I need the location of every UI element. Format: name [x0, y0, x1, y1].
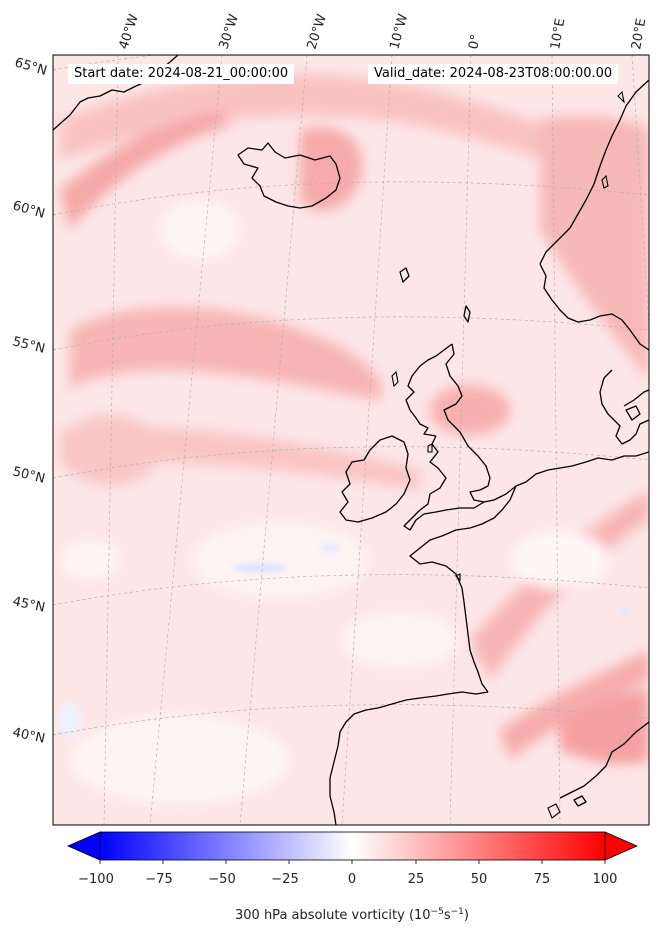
colorbar: −100 −75 −50 −25 0 25 50 75 100 300 hPa … — [67, 831, 638, 923]
blue-patch-3 — [620, 608, 630, 616]
shetland — [463, 305, 471, 323]
light-area-2 — [190, 520, 370, 600]
meridian-20e — [631, 55, 649, 334]
vorticity-iberia — [560, 690, 649, 765]
lat-label-50n: 50°N — [11, 464, 46, 486]
france-west-coast — [409, 485, 517, 693]
parallel-55n — [53, 316, 649, 351]
map-panel — [53, 55, 649, 825]
blue-patch-4 — [58, 702, 82, 738]
lon-label-10w: 10°W — [387, 12, 411, 51]
colorbar-ticks — [99, 860, 606, 864]
vorticity-iceland — [300, 127, 362, 211]
lon-label-0: 0° — [466, 33, 484, 51]
lat-label-40n: 40°N — [11, 725, 46, 746]
norway-coast — [539, 79, 649, 351]
lon-label-20w: 20°W — [305, 12, 330, 51]
colorbar-extend-max — [604, 831, 638, 861]
cb-tick-label-75: 75 — [534, 872, 551, 887]
cb-tick-label-100: 100 — [593, 872, 618, 887]
cb-tick-label-25: 25 — [408, 872, 425, 887]
lon-label-40w: 40°W — [117, 12, 142, 51]
isle-of-man — [427, 443, 433, 453]
colorbar-label: 300 hPa absolute vorticity (10−5s−1) — [235, 907, 469, 923]
scotland-coast — [405, 343, 453, 437]
meridian-40w — [103, 55, 119, 825]
start-date-label: Start date: 2024-08-21_00:00:00 — [68, 64, 295, 84]
channel-island — [455, 573, 461, 582]
light-area-3 — [70, 715, 290, 805]
lat-label-55n: 55°N — [11, 334, 46, 356]
parallel-50n — [53, 446, 649, 479]
gridlines — [53, 55, 649, 825]
colorbar-gradient — [100, 832, 605, 860]
cb-tick-label-neg50: −50 — [208, 872, 235, 887]
hebrides — [391, 370, 399, 388]
latitude-labels: 65°N 60°N 55°N 50°N 45°N 40°N — [11, 55, 49, 746]
denmark-coast — [599, 369, 649, 445]
cb-tick-label-neg25: −25 — [271, 872, 298, 887]
vorticity-streak-se2 — [500, 650, 649, 760]
mediterranean-coast — [559, 721, 649, 799]
lon-label-30w: 30°W — [217, 12, 242, 51]
lat-label-60n: 60°N — [11, 198, 47, 221]
vorticity-streak-west — [60, 110, 230, 230]
corsica-sardinia — [547, 803, 561, 819]
cb-tick-label-neg75: −75 — [145, 872, 172, 887]
longitude-labels: 40°W 30°W 20°W 10°W 0° 10°E 20°E — [117, 12, 650, 51]
lon-label-10e: 10°E — [548, 17, 568, 50]
parallel-60n — [53, 181, 649, 216]
ireland-coast — [339, 435, 411, 523]
mallorca — [573, 795, 587, 807]
great-britain-south — [403, 435, 485, 531]
continent-north-sea-coast — [483, 451, 649, 503]
lon-label-20e: 20°E — [629, 17, 649, 50]
negative-vorticity — [58, 544, 630, 738]
iceland-coast — [237, 142, 341, 209]
colorbar-extend-min — [67, 831, 101, 861]
meridian-10e — [551, 55, 561, 825]
light-area-4 — [510, 530, 610, 590]
light-area-1 — [160, 200, 240, 260]
lofoten-region — [617, 90, 625, 104]
cb-tick-label-0: 0 — [348, 872, 356, 887]
small-islands — [391, 90, 625, 819]
meridian-20w — [239, 55, 308, 825]
lat-label-65n: 65°N — [13, 55, 49, 78]
valid-date-label: Valid_date: 2024-08-23T08:00:00.00 — [368, 64, 619, 84]
vorticity-band-north — [60, 74, 649, 200]
vorticity-norway-coast — [540, 115, 649, 381]
cb-tick-label-neg100: −100 — [78, 872, 114, 887]
baltic-coast — [623, 389, 649, 407]
meridian-30w — [149, 55, 223, 825]
vorticity-blob-north-sea — [430, 385, 510, 435]
great-britain-east — [443, 343, 491, 503]
blue-patch-2 — [320, 544, 340, 552]
light-area-5 — [340, 610, 460, 670]
spain-north-coast — [329, 691, 489, 825]
cb-tick-label-50: 50 — [471, 872, 488, 887]
meridian-10w — [341, 55, 393, 825]
meridian-0 — [449, 55, 472, 825]
map-frame — [52, 54, 650, 826]
lat-label-45n: 45°N — [11, 594, 46, 615]
light-area-6 — [60, 540, 120, 580]
danish-islands — [625, 405, 641, 421]
gotland-region — [601, 174, 609, 189]
vorticity-swirl — [70, 307, 382, 400]
blue-patch-1 — [232, 563, 288, 573]
faroe-islands — [399, 267, 410, 283]
vorticity-blob-west — [60, 415, 160, 485]
vorticity-light-areas — [60, 200, 610, 805]
colorbar-tick-labels: −100 −75 −50 −25 0 25 50 75 100 — [78, 872, 617, 887]
vorticity-field — [60, 74, 649, 765]
